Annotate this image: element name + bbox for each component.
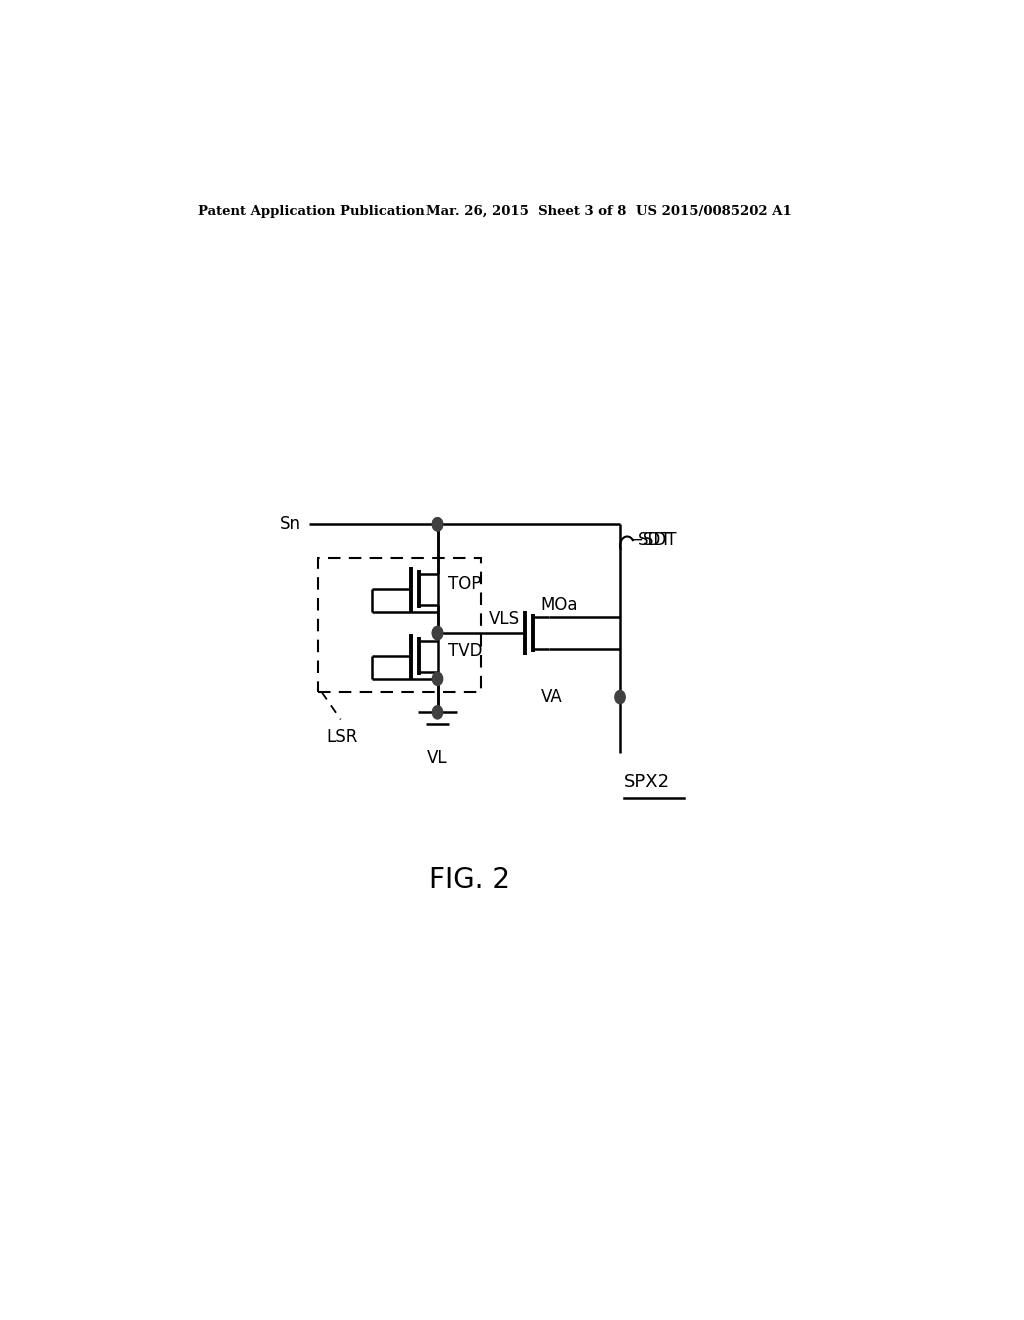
Text: VLS: VLS (489, 610, 520, 628)
Circle shape (432, 672, 442, 685)
Text: −SDT: −SDT (630, 531, 677, 549)
Circle shape (432, 517, 442, 531)
Text: US 2015/0085202 A1: US 2015/0085202 A1 (636, 205, 792, 218)
Text: VA: VA (541, 688, 563, 706)
Circle shape (614, 690, 626, 704)
Text: Mar. 26, 2015  Sheet 3 of 8: Mar. 26, 2015 Sheet 3 of 8 (426, 205, 626, 218)
Circle shape (432, 627, 442, 640)
Text: SDT: SDT (638, 531, 671, 549)
Text: VL: VL (427, 748, 447, 767)
Circle shape (432, 517, 442, 531)
Text: Patent Application Publication: Patent Application Publication (198, 205, 425, 218)
Text: LSR: LSR (327, 727, 358, 746)
Text: MOa: MOa (541, 595, 579, 614)
Text: TOP: TOP (447, 576, 481, 593)
Circle shape (432, 627, 442, 640)
Text: TVD: TVD (447, 643, 482, 660)
Text: SPX2: SPX2 (624, 774, 670, 791)
Text: Sn: Sn (280, 515, 301, 533)
Circle shape (432, 706, 442, 719)
Text: FIG. 2: FIG. 2 (429, 866, 510, 894)
